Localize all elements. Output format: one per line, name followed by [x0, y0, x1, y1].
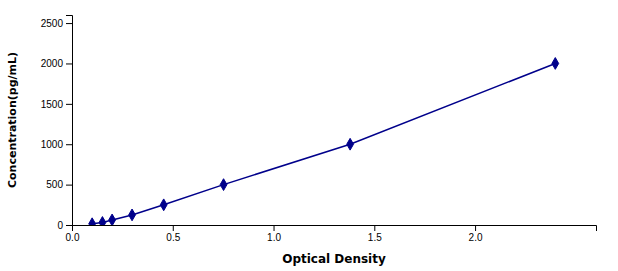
y-tick: 1000	[41, 139, 72, 150]
y-tick: 2000	[41, 58, 72, 69]
x-tick-label: 0.5	[166, 232, 180, 243]
y-tick: 2500	[41, 18, 72, 29]
x-tick-label: 0.0	[66, 232, 80, 243]
x-tick: 1.0	[267, 225, 281, 243]
chart: 0.0 0.5 1.0 1.5 2.0 0 500 1000 1500 2000 2500 Optic…	[0, 0, 618, 271]
marker	[109, 214, 116, 225]
marker	[347, 138, 354, 150]
x-tick: 0.5	[166, 225, 180, 243]
x-tick: 1.5	[368, 225, 382, 243]
y-tick-label: 500	[46, 179, 63, 190]
x-tick: 2.0	[469, 225, 483, 243]
marks	[89, 58, 559, 225]
x-tick-mark	[475, 225, 476, 231]
y-axis-line	[66, 16, 73, 226]
marker	[129, 209, 136, 221]
y-tick: 500	[46, 179, 72, 190]
marker	[89, 218, 96, 225]
y-tick-label: 1500	[41, 99, 64, 110]
x-axis-title: Optical Density	[282, 252, 386, 266]
y-axis-title: Concentration(pg/mL)	[6, 52, 19, 188]
y-tick-mark	[66, 225, 72, 226]
x-tick-mark	[173, 225, 174, 231]
marker	[160, 199, 167, 211]
x-tick-label: 2.0	[469, 232, 483, 243]
marker	[99, 217, 106, 225]
y-tick-mark	[66, 144, 72, 145]
y-tick-mark	[66, 63, 72, 64]
y-tick-mark	[66, 104, 72, 105]
line	[92, 63, 555, 223]
y-tick-mark	[66, 185, 72, 186]
x-tick-mark	[274, 225, 275, 231]
y-tick-label: 2000	[41, 58, 64, 69]
x-tick-label: 1.0	[267, 232, 281, 243]
x-tick: 0.0	[66, 225, 80, 243]
x-tick-mark	[374, 225, 375, 231]
x-tick-label: 1.5	[368, 232, 382, 243]
y-tick-label: 0	[57, 220, 63, 231]
y-tick: 1500	[41, 99, 72, 110]
marker	[220, 179, 227, 191]
y-tick: 0	[57, 220, 72, 231]
marker	[552, 58, 559, 70]
x-axis: 0.0 0.5 1.0 1.5 2.0	[66, 225, 597, 243]
y-tick-label: 2500	[41, 18, 64, 29]
y-tick-mark	[66, 23, 72, 24]
y-axis: 0 500 1000 1500 2000 2500	[41, 16, 73, 231]
plot: 0.0 0.5 1.0 1.5 2.0 0 500 1000 1500 2000 2500	[41, 16, 597, 244]
y-tick-label: 1000	[41, 139, 64, 150]
x-axis-line	[73, 226, 597, 232]
